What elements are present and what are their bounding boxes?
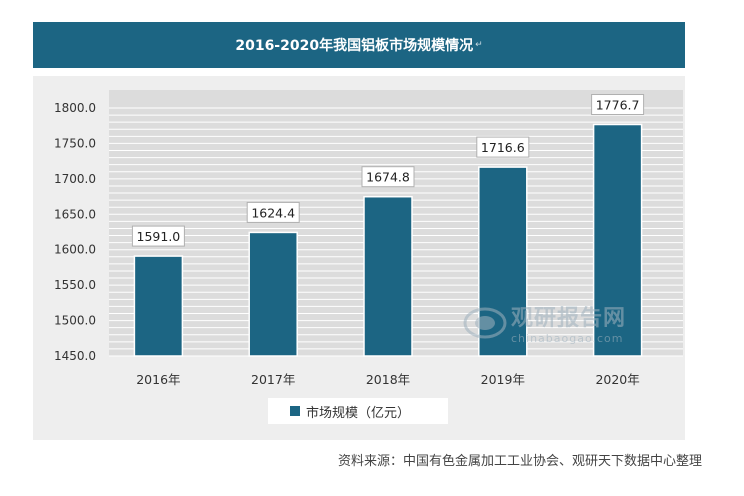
y-tick-label: 1800.0 bbox=[54, 101, 96, 115]
data-label: 1776.7 bbox=[596, 98, 640, 113]
bar bbox=[363, 195, 413, 357]
data-label-box bbox=[131, 225, 185, 247]
data-label-box bbox=[591, 94, 645, 116]
data-label: 1624.4 bbox=[251, 205, 295, 220]
legend-label: 市场规模（亿元） bbox=[306, 405, 411, 421]
y-tick-label: 1750.0 bbox=[54, 136, 96, 150]
watermark-logo-icon bbox=[463, 307, 507, 338]
x-tick-label: 2020年 bbox=[595, 372, 639, 387]
data-label: 1591.0 bbox=[137, 229, 181, 244]
y-axis: 1450.0 1500.0 1550.0 1600.0 1650.0 1700.0 1750… bbox=[54, 101, 96, 363]
bar bbox=[248, 231, 298, 357]
y-tick-label: 1650.0 bbox=[54, 207, 96, 221]
data-label-box bbox=[246, 201, 300, 223]
data-labels: 1591.0 1624.4 1674.8 1716.6 1776.7 bbox=[131, 94, 645, 247]
bar bbox=[133, 255, 184, 357]
return-mark-icon: ↵ bbox=[475, 40, 483, 50]
chart-title-banner: 2016-2020年我国铝板市场规模情况 ↵ bbox=[33, 22, 685, 68]
bars bbox=[133, 123, 643, 357]
legend: 市场规模（亿元） bbox=[268, 398, 448, 424]
data-label-box bbox=[476, 136, 530, 158]
watermark: 观研报告网 chinabaogao.com bbox=[463, 300, 626, 345]
x-tick-label: 2017年 bbox=[251, 372, 295, 387]
x-tick-label: 2018年 bbox=[366, 372, 410, 387]
x-tick-label: 2016年 bbox=[136, 372, 180, 387]
data-label: 1716.6 bbox=[481, 140, 525, 155]
y-tick-label: 1550.0 bbox=[54, 278, 96, 292]
watermark-name: 观研报告网 bbox=[511, 306, 627, 331]
y-tick-label: 1450.0 bbox=[54, 349, 96, 363]
chart-title: 2016-2020年我国铝板市场规模情况 bbox=[235, 38, 474, 54]
x-axis: 2016年 2017年 2018年 2019年 2020年 bbox=[136, 372, 640, 387]
y-tick-label: 1700.0 bbox=[54, 172, 96, 186]
y-tick-label: 1600.0 bbox=[54, 243, 96, 257]
data-label-box bbox=[361, 166, 415, 188]
source-note: 资料来源：中国有色金属加工工业协会、观研天下数据中心整理 bbox=[337, 454, 702, 469]
y-tick-label: 1500.0 bbox=[54, 314, 96, 328]
watermark-domain: chinabaogao.com bbox=[511, 332, 624, 345]
bar bbox=[592, 123, 643, 357]
legend-swatch bbox=[290, 406, 300, 416]
data-label: 1674.8 bbox=[366, 170, 410, 185]
x-tick-label: 2019年 bbox=[481, 372, 525, 387]
